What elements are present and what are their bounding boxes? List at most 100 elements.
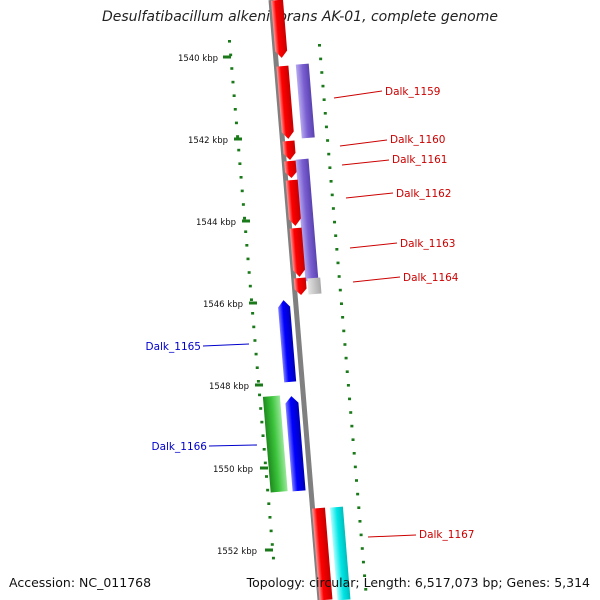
gc-skew-mark: [327, 152, 331, 156]
scale-tick-mark: [260, 466, 268, 470]
gc-skew-mark: [326, 139, 330, 142]
cds-forward-8: [293, 277, 307, 295]
gene-leader-line: [202, 343, 250, 347]
gene-label[interactable]: Dalk_1161: [392, 154, 448, 166]
gap-region-9: [307, 277, 322, 295]
feature-shape: [293, 277, 307, 295]
gene-leader-line: [333, 90, 383, 99]
gc-skew-mark: [241, 203, 245, 206]
cds-forward-3: [282, 140, 296, 160]
gc-skew-mark: [319, 57, 323, 61]
gc-skew-mark: [238, 162, 242, 165]
gc-skew-mark: [237, 148, 241, 152]
feature-shape: [312, 507, 333, 600]
gc-skew-mark: [229, 53, 233, 57]
gene-leader-line: [345, 192, 394, 199]
cds-forward-1: [276, 65, 294, 139]
gc-skew-mark: [268, 516, 272, 519]
gc-skew-mark: [349, 411, 353, 414]
gc-skew-mark: [324, 125, 328, 129]
gc-skew-mark: [353, 465, 357, 469]
feature-shape: [307, 277, 322, 295]
gc-skew-mark: [334, 234, 338, 237]
gc-skew-mark: [354, 479, 358, 482]
feature-forward-5: [295, 158, 319, 282]
gc-skew-mark: [330, 193, 334, 197]
accession-text: Accession: NC_011768: [9, 575, 152, 590]
gc-skew-mark: [244, 230, 248, 233]
gc-skew-mark: [253, 339, 257, 342]
cds-reverse-up-10: [278, 300, 297, 383]
cds-reverse-up-12: [285, 396, 306, 492]
gene-leader-line: [367, 534, 417, 538]
gene-label[interactable]: Dalk_1165: [146, 341, 202, 353]
scale-tick-label: 1552 kbp: [217, 547, 257, 557]
gc-skew-mark: [243, 216, 247, 220]
gc-skew-mark: [271, 556, 275, 560]
scale-tick-label: 1542 kbp: [188, 136, 228, 146]
feature-shape: [282, 140, 296, 160]
gc-skew-mark: [343, 343, 347, 346]
gc-skew-mark: [356, 492, 360, 496]
gene-leader-line: [352, 276, 401, 283]
gc-skew-mark: [335, 248, 339, 251]
scale-tick-label: 1540 kbp: [178, 54, 218, 64]
topology-summary: Topology: circular; Length: 6,517,073 bp…: [246, 575, 590, 590]
gc-skew-track-left: [228, 40, 275, 560]
gc-skew-mark: [249, 298, 253, 301]
cds-forward-0: [271, 0, 288, 58]
cds-forward-7: [289, 227, 306, 277]
scale-tick-mark: [255, 383, 263, 387]
gc-skew-mark: [269, 529, 273, 533]
gc-skew-mark: [363, 574, 367, 577]
gc-skew-mark: [328, 166, 332, 169]
gc-skew-mark: [346, 384, 350, 387]
gene-label[interactable]: Dalk_1167: [419, 529, 475, 541]
feature-shape: [278, 300, 297, 383]
rna-feature-14: [329, 506, 351, 600]
gene-label[interactable]: Dalk_1160: [390, 134, 446, 146]
gc-skew-mark: [247, 271, 251, 274]
gc-skew-mark: [333, 220, 337, 224]
gene-leader-line: [208, 444, 258, 447]
scale-tick-mark: [249, 301, 257, 305]
feature-shape: [284, 160, 298, 178]
gene-label[interactable]: Dalk_1164: [403, 272, 459, 284]
gene-leader-line: [341, 159, 390, 166]
gc-skew-mark: [352, 452, 356, 455]
gene-leader-line: [349, 242, 398, 249]
gene-label[interactable]: Dalk_1159: [385, 86, 441, 98]
gc-skew-mark: [331, 207, 335, 210]
gc-skew-mark: [344, 356, 348, 360]
feature-shape: [271, 0, 288, 58]
gc-skew-mark: [256, 380, 260, 383]
cds-forward-6: [285, 179, 301, 226]
gc-skew-mark: [321, 84, 325, 88]
gc-skew-mark: [339, 302, 343, 305]
scale-tick-label: 1546 kbp: [203, 300, 243, 310]
feature-shape: [295, 63, 315, 139]
feature-shape: [329, 506, 351, 600]
feature-forward-2: [295, 63, 315, 139]
gc-skew-mark: [338, 288, 342, 292]
gc-skew-track-right: [318, 44, 368, 591]
gc-skew-mark: [248, 284, 252, 288]
feature-shape: [262, 395, 288, 493]
gc-skew-mark: [231, 80, 235, 84]
gc-skew-mark: [342, 329, 346, 333]
gc-skew-mark: [357, 506, 361, 509]
gc-skew-mark: [322, 98, 326, 101]
gc-skew-mark: [323, 112, 327, 115]
feature-shape: [285, 396, 306, 492]
gene-label[interactable]: Dalk_1162: [396, 188, 452, 200]
gc-skew-mark: [350, 424, 354, 428]
gc-skew-mark: [245, 244, 249, 247]
gc-skew-mark: [341, 316, 345, 319]
gc-skew-mark: [260, 420, 264, 424]
gc-skew-mark: [348, 397, 352, 401]
gene-label[interactable]: Dalk_1166: [152, 441, 208, 453]
gc-skew-mark: [329, 180, 333, 183]
gene-label[interactable]: Dalk_1163: [400, 238, 456, 250]
scale-tick-mark: [242, 219, 250, 223]
